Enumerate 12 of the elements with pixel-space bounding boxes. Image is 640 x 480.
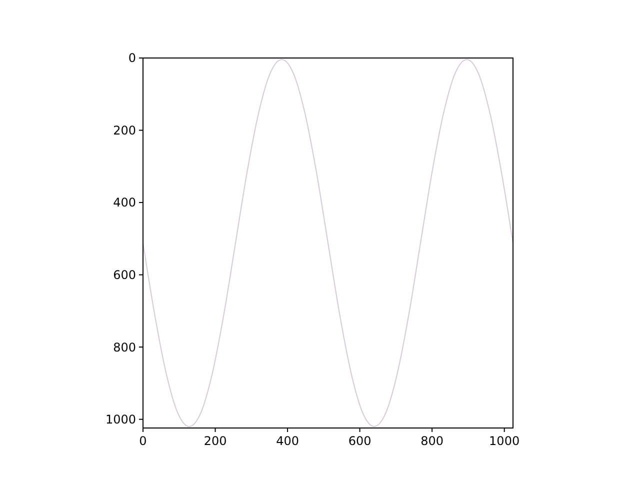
x-tick-label: 400	[276, 434, 299, 448]
x-tick-label: 1000	[489, 434, 520, 448]
y-tick-label: 600	[113, 268, 136, 282]
y-tick-label: 1000	[105, 412, 136, 427]
x-tick-label: 200	[204, 434, 227, 448]
y-tick-label: 200	[113, 123, 136, 138]
y-tick-label: 800	[113, 340, 136, 354]
x-tick-label: 600	[348, 434, 372, 448]
y-tick-label: 400	[113, 196, 136, 210]
x-tick-label: 0	[139, 434, 147, 448]
x-tick-label: 800	[420, 434, 444, 448]
y-tick-label: 0	[128, 51, 136, 66]
